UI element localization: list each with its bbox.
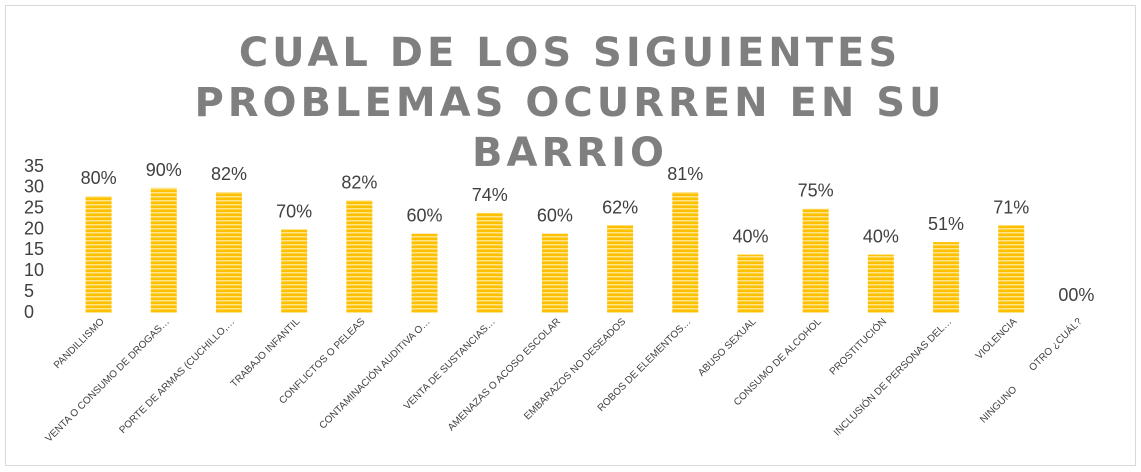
percent-label: 70% <box>276 202 312 222</box>
percent-label: 81% <box>667 164 703 184</box>
y-tick-label: 0 <box>24 302 34 322</box>
bar <box>281 229 308 313</box>
y-tick-label: 30 <box>24 177 44 197</box>
bar <box>215 192 242 313</box>
percent-label: 74% <box>472 185 508 205</box>
bar <box>607 225 634 313</box>
chart-border <box>5 5 1136 466</box>
y-tick-label: 20 <box>24 218 44 238</box>
bar <box>867 254 894 313</box>
percent-label: 82% <box>341 172 377 192</box>
bar <box>541 233 568 313</box>
y-tick-label: 25 <box>24 197 44 217</box>
y-tick-label: 5 <box>24 281 34 301</box>
percent-label: 80% <box>81 168 117 188</box>
percent-label: 62% <box>602 197 638 217</box>
bar <box>411 233 438 313</box>
bar <box>150 187 177 313</box>
percent-label: 71% <box>993 197 1029 217</box>
bar <box>672 192 699 313</box>
bar <box>85 196 112 313</box>
percent-label: 40% <box>863 227 899 247</box>
percent-label: 82% <box>211 164 247 184</box>
percent-label: 00% <box>1058 285 1094 305</box>
percent-label: 51% <box>928 214 964 234</box>
bar <box>346 200 373 313</box>
y-tick-label: 10 <box>24 260 44 280</box>
percent-label: 40% <box>732 227 768 247</box>
bar <box>998 225 1025 313</box>
bar <box>933 242 960 313</box>
bar <box>802 208 829 313</box>
chart-title: CUAL DE LOS SIGUIENTES PROBLEMAS OCURREN… <box>194 30 946 176</box>
y-tick-label: 15 <box>24 239 44 259</box>
percent-label: 60% <box>537 206 573 226</box>
bar <box>476 212 503 313</box>
bar <box>737 254 764 313</box>
percent-label: 90% <box>146 160 182 180</box>
y-tick-label: 35 <box>24 156 44 176</box>
percent-label: 75% <box>798 181 834 201</box>
percent-label: 60% <box>407 206 443 226</box>
